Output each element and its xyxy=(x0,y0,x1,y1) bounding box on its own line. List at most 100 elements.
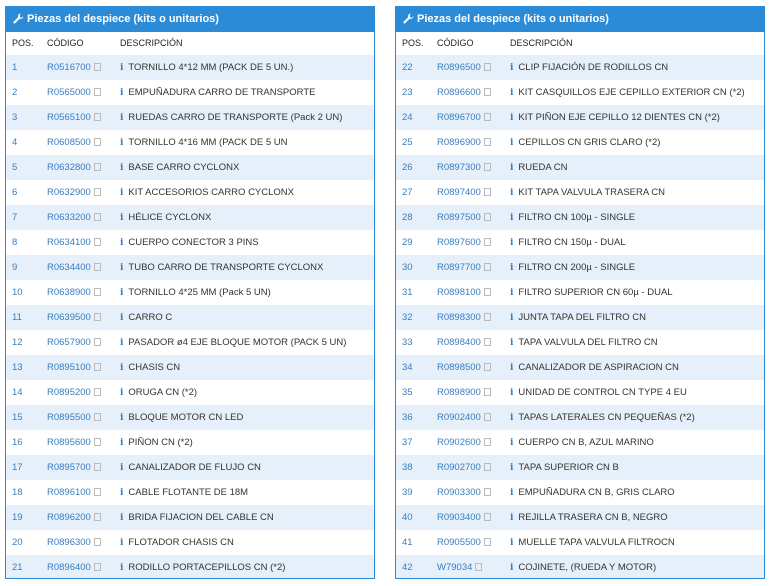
description-text: TORNILLO 4*25 MM (Pack 5 UN) xyxy=(128,287,271,298)
description: i MUELLE TAPA VALVULA FILTROCN xyxy=(510,530,675,556)
copy-icon[interactable] xyxy=(93,363,101,371)
position: 34 xyxy=(402,362,413,373)
copy-icon[interactable] xyxy=(93,513,101,521)
info-icon[interactable]: i xyxy=(120,163,124,173)
copy-icon[interactable] xyxy=(483,288,491,296)
info-icon[interactable]: i xyxy=(510,188,514,198)
info-icon[interactable]: i xyxy=(120,213,124,223)
info-icon[interactable]: i xyxy=(120,363,124,373)
copy-icon[interactable] xyxy=(93,388,101,396)
column-header-row: POS. CÓDIGO DESCRIPCIÓN xyxy=(396,32,764,55)
info-icon[interactable]: i xyxy=(120,288,124,298)
copy-icon[interactable] xyxy=(483,463,491,471)
copy-icon[interactable] xyxy=(93,338,101,346)
info-icon[interactable]: i xyxy=(510,88,514,98)
copy-icon[interactable] xyxy=(483,163,491,171)
info-icon[interactable]: i xyxy=(120,63,124,73)
info-icon[interactable]: i xyxy=(120,563,124,573)
info-icon[interactable]: i xyxy=(510,113,514,123)
copy-icon[interactable] xyxy=(483,363,491,371)
info-icon[interactable]: i xyxy=(120,263,124,273)
copy-icon[interactable] xyxy=(483,213,491,221)
position: 40 xyxy=(402,512,413,523)
copy-icon[interactable] xyxy=(93,188,101,196)
copy-icon[interactable] xyxy=(483,413,491,421)
copy-icon[interactable] xyxy=(483,313,491,321)
copy-icon[interactable] xyxy=(483,113,491,121)
info-icon[interactable]: i xyxy=(510,563,514,573)
info-icon[interactable]: i xyxy=(120,438,124,448)
info-icon[interactable]: i xyxy=(510,338,514,348)
info-icon[interactable]: i xyxy=(510,363,514,373)
copy-icon[interactable] xyxy=(93,63,101,71)
info-icon[interactable]: i xyxy=(120,388,124,398)
info-icon[interactable]: i xyxy=(510,313,514,323)
info-icon[interactable]: i xyxy=(120,188,124,198)
info-icon[interactable]: i xyxy=(510,238,514,248)
copy-icon[interactable] xyxy=(483,388,491,396)
copy-icon[interactable] xyxy=(93,438,101,446)
info-icon[interactable]: i xyxy=(120,238,124,248)
copy-icon[interactable] xyxy=(93,538,101,546)
info-icon[interactable]: i xyxy=(510,438,514,448)
copy-icon[interactable] xyxy=(483,338,491,346)
info-icon[interactable]: i xyxy=(510,263,514,273)
info-icon[interactable]: i xyxy=(120,513,124,523)
description: i CUERPO CN B, AZUL MARINO xyxy=(510,430,654,456)
copy-icon[interactable] xyxy=(93,563,101,571)
copy-icon[interactable] xyxy=(93,288,101,296)
copy-icon[interactable] xyxy=(93,238,101,246)
info-icon[interactable]: i xyxy=(510,538,514,548)
copy-icon[interactable] xyxy=(483,263,491,271)
copy-icon[interactable] xyxy=(93,213,101,221)
info-icon[interactable]: i xyxy=(120,413,124,423)
copy-icon[interactable] xyxy=(93,463,101,471)
info-icon[interactable]: i xyxy=(120,488,124,498)
info-icon[interactable]: i xyxy=(120,538,124,548)
copy-icon[interactable] xyxy=(483,238,491,246)
info-icon[interactable]: i xyxy=(510,288,514,298)
copy-icon[interactable] xyxy=(483,488,491,496)
info-icon[interactable]: i xyxy=(120,463,124,473)
info-icon[interactable]: i xyxy=(510,163,514,173)
info-icon[interactable]: i xyxy=(120,88,124,98)
info-icon[interactable]: i xyxy=(510,463,514,473)
part-row: 39 R0903300 i EMPUÑADURA CN B, GRIS CLARO xyxy=(396,480,764,505)
copy-icon[interactable] xyxy=(483,188,491,196)
copy-icon[interactable] xyxy=(93,88,101,96)
copy-icon[interactable] xyxy=(93,163,101,171)
info-icon[interactable]: i xyxy=(510,388,514,398)
copy-icon[interactable] xyxy=(93,138,101,146)
copy-icon[interactable] xyxy=(483,88,491,96)
copy-icon[interactable] xyxy=(93,413,101,421)
info-icon[interactable]: i xyxy=(120,338,124,348)
info-icon[interactable]: i xyxy=(510,513,514,523)
part-row: 32 R0898300 i JUNTA TAPA DEL FILTRO CN xyxy=(396,305,764,330)
copy-icon[interactable] xyxy=(483,438,491,446)
info-icon[interactable]: i xyxy=(510,63,514,73)
copy-icon[interactable] xyxy=(483,513,491,521)
description: i TAPA VALVULA DEL FILTRO CN xyxy=(510,330,658,356)
info-icon[interactable]: i xyxy=(120,313,124,323)
info-icon[interactable]: i xyxy=(510,413,514,423)
part-row: 16 R0895600 i PIÑON CN (*2) xyxy=(6,430,374,455)
info-icon[interactable]: i xyxy=(120,113,124,123)
copy-icon[interactable] xyxy=(93,263,101,271)
description-text: EMPUÑADURA CN B, GRIS CLARO xyxy=(518,487,675,498)
copy-icon[interactable] xyxy=(475,563,483,571)
description: i CUERPO CONECTOR 3 PINS xyxy=(120,230,259,256)
info-icon[interactable]: i xyxy=(120,138,124,148)
copy-icon[interactable] xyxy=(93,113,101,121)
copy-icon[interactable] xyxy=(483,138,491,146)
code-text: R0902600 xyxy=(437,437,481,448)
info-icon[interactable]: i xyxy=(510,138,514,148)
part-row: 28 R0897500 i FILTRO CN 100µ - SINGLE xyxy=(396,205,764,230)
copy-icon[interactable] xyxy=(483,63,491,71)
copy-icon[interactable] xyxy=(483,538,491,546)
part-row: 11 R0639500 i CARRO C xyxy=(6,305,374,330)
description-text: KIT ACCESORIOS CARRO CYCLONX xyxy=(128,187,295,198)
info-icon[interactable]: i xyxy=(510,488,514,498)
info-icon[interactable]: i xyxy=(510,213,514,223)
copy-icon[interactable] xyxy=(93,488,101,496)
copy-icon[interactable] xyxy=(93,313,101,321)
